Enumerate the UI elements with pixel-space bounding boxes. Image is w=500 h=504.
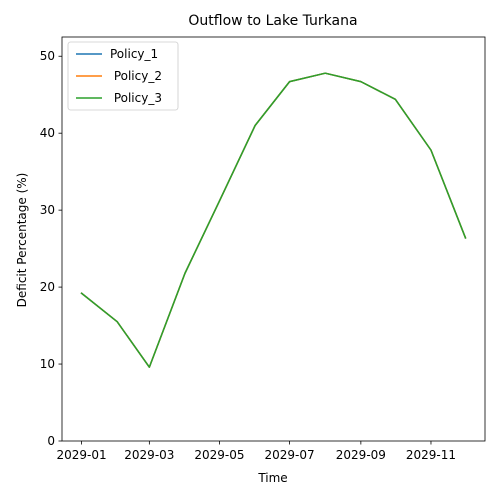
x-tick-label: 2029-07 <box>265 448 315 462</box>
legend-frame <box>67 41 179 111</box>
y-axis-label: Deficit Percentage (%) <box>15 173 29 308</box>
legend-label: Policy_2 <box>110 69 162 83</box>
y-tick-label: 0 <box>47 434 55 448</box>
x-tick-label: 2029-11 <box>406 448 456 462</box>
y-tick-label: 40 <box>40 126 55 140</box>
plot-area: 0 10 20 30 40 50 2029-01 2029-03 2029-05 2029-07 2… <box>40 36 486 462</box>
legend-label: Policy_3 <box>110 91 162 105</box>
x-tick-label: 2029-03 <box>124 448 174 462</box>
series-line-3 <box>80 72 467 368</box>
y-tick-label: 50 <box>40 49 55 63</box>
x-tick-label: 2029-05 <box>194 448 244 462</box>
legend-label: Policy_1 <box>110 47 158 61</box>
y-tick-label: 20 <box>40 280 55 294</box>
x-tick-label: 2029-09 <box>336 448 386 462</box>
x-axis-label: Time <box>257 471 287 485</box>
y-tick-label: 10 <box>40 357 55 371</box>
axes-frame <box>61 36 486 442</box>
x-tick-label: 2029-01 <box>56 448 106 462</box>
y-tick-label: 30 <box>40 203 55 217</box>
chart-title: Outflow to Lake Turkana <box>188 13 357 29</box>
legend: Policy_1 Policy_2 Policy_3 <box>67 41 179 111</box>
